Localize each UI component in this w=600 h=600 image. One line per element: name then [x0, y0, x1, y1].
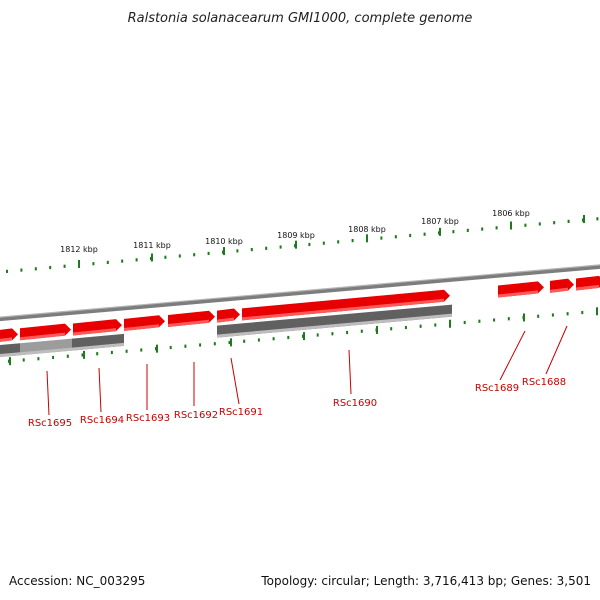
forward-gene-shade: [124, 324, 159, 331]
reverse-gene-shade: [217, 332, 242, 338]
forward-gene-shade: [242, 298, 444, 321]
gene-label-rsc1692[interactable]: RSc1692: [174, 410, 218, 421]
outer-tick-track: [6, 215, 599, 273]
reverse-gene-block: [242, 304, 452, 336]
gene-callouts: RSc1695 RSc1694 RSc1693 RSc1692 RSc1691 …: [28, 325, 568, 429]
reverse-gene-shade: [72, 342, 124, 351]
kbp-label-1810: 1810 kbp: [205, 237, 243, 246]
gene-label-rsc1691[interactable]: RSc1691: [219, 407, 263, 418]
kbp-label-1808: 1808 kbp: [348, 225, 386, 234]
callout-line-rsc1691: [230, 357, 240, 405]
kbp-label-1806: 1806 kbp: [492, 209, 530, 218]
callout-line-rsc1694: [98, 367, 102, 413]
gene-label-rsc1693[interactable]: RSc1693: [126, 413, 170, 424]
kbp-scale: 1812 kbp 1811 kbp 1810 kbp 1809 kbp 1808…: [60, 209, 530, 254]
kbp-label-1811: 1811 kbp: [133, 241, 171, 250]
gene-label-rsc1688[interactable]: RSc1688: [522, 377, 566, 388]
callout-line-rsc1695: [46, 370, 50, 416]
forward-gene-shade: [576, 284, 599, 291]
gene-label-rsc1694[interactable]: RSc1694: [80, 415, 124, 426]
forward-gene-shade: [498, 290, 538, 298]
kbp-label-1807: 1807 kbp: [421, 217, 459, 226]
genome-summary-text: Topology: circular; Length: 3,716,413 bp…: [261, 574, 591, 588]
callout-line-rsc1690: [348, 349, 352, 395]
forward-gene-shade: [20, 332, 65, 341]
callout-line-rsc1689: [499, 330, 526, 381]
gene-label-rsc1695[interactable]: RSc1695: [28, 418, 72, 429]
forward-strand-genes: [0, 275, 600, 342]
map-title: Ralstonia solanacearum GMI1000, complete…: [128, 11, 473, 26]
gene-label-rsc1690[interactable]: RSc1690: [333, 398, 377, 409]
backbone-track: [0, 264, 600, 322]
accession-text: Accession: NC_003295: [9, 574, 146, 588]
kbp-label-1812: 1812 kbp: [60, 245, 98, 254]
forward-gene-shade: [217, 317, 234, 323]
reverse-strand-genes: [0, 304, 452, 357]
reverse-gene-shade: [20, 347, 72, 356]
forward-gene-shade: [73, 328, 116, 336]
inner-tick-track: [8, 307, 598, 366]
backbone-highlight: [0, 264, 600, 318]
forward-gene-shade: [168, 319, 209, 327]
kbp-label-1809: 1809 kbp: [277, 231, 315, 240]
reverse-gene-shade: [242, 313, 452, 336]
forward-gene-shade: [0, 337, 12, 342]
callout-line-rsc1688: [545, 325, 568, 375]
reverse-gene-shade: [0, 352, 20, 357]
forward-gene-shade: [550, 287, 568, 293]
gene-label-rsc1689[interactable]: RSc1689: [475, 383, 519, 394]
